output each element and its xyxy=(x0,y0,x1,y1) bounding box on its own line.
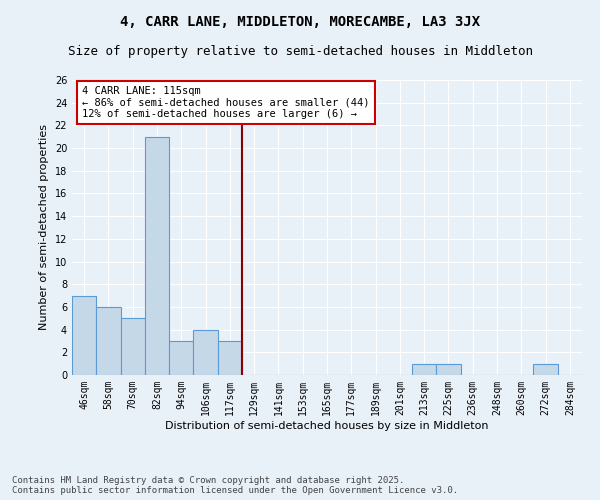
Bar xyxy=(72,296,96,375)
Bar xyxy=(193,330,218,375)
X-axis label: Distribution of semi-detached houses by size in Middleton: Distribution of semi-detached houses by … xyxy=(165,420,489,430)
Bar xyxy=(436,364,461,375)
Bar xyxy=(218,341,242,375)
Y-axis label: Number of semi-detached properties: Number of semi-detached properties xyxy=(39,124,49,330)
Bar xyxy=(96,307,121,375)
Bar xyxy=(412,364,436,375)
Text: 4, CARR LANE, MIDDLETON, MORECAMBE, LA3 3JX: 4, CARR LANE, MIDDLETON, MORECAMBE, LA3 … xyxy=(120,15,480,29)
Bar xyxy=(169,341,193,375)
Text: Size of property relative to semi-detached houses in Middleton: Size of property relative to semi-detach… xyxy=(67,45,533,58)
Bar xyxy=(121,318,145,375)
Text: Contains HM Land Registry data © Crown copyright and database right 2025.
Contai: Contains HM Land Registry data © Crown c… xyxy=(12,476,458,495)
Text: 4 CARR LANE: 115sqm
← 86% of semi-detached houses are smaller (44)
12% of semi-d: 4 CARR LANE: 115sqm ← 86% of semi-detach… xyxy=(82,86,370,119)
Bar xyxy=(533,364,558,375)
Bar xyxy=(145,136,169,375)
